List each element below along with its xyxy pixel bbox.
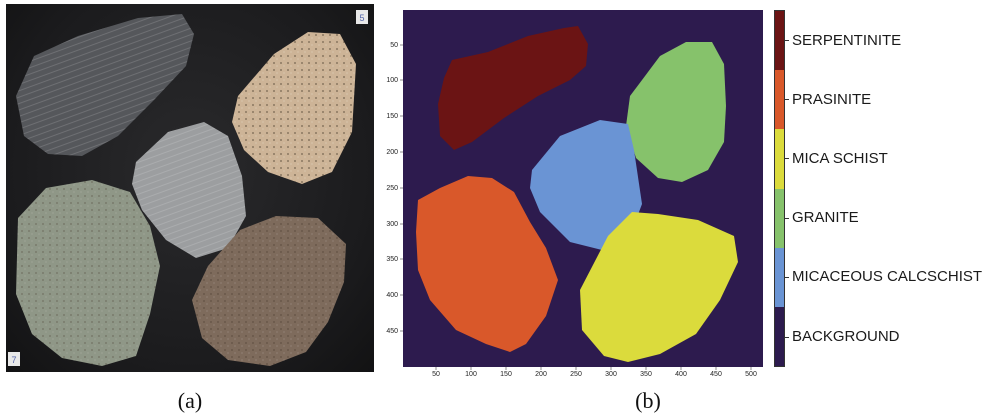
photo-corner-sticker-top — [356, 10, 368, 24]
y-tick-label: 250 — [386, 185, 398, 192]
legend-label-background: BACKGROUND — [792, 328, 900, 345]
legend-label-mica-schist: MICA SCHIST — [792, 150, 888, 167]
x-tick-label: 250 — [570, 371, 582, 378]
legend-label-prasinite: PRASINITE — [792, 91, 872, 108]
photo-corner-mark-bottom: 7 — [11, 355, 16, 365]
region-prasinite — [416, 176, 558, 352]
region-serpentinite — [438, 26, 588, 150]
colorbar-segment-prasinite — [775, 70, 784, 130]
x-tick-label: 400 — [675, 371, 687, 378]
x-tick-label: 300 — [605, 371, 617, 378]
x-tick-label: 450 — [710, 371, 722, 378]
region-mica-schist — [580, 212, 738, 362]
y-tick-label: 100 — [386, 77, 398, 84]
colorbar-segment-granite — [775, 188, 784, 248]
colorbar-segment-serpentinite — [775, 11, 784, 71]
y-tick-label: 50 — [390, 42, 398, 49]
x-tick-label: 150 — [500, 371, 512, 378]
region-granite — [626, 42, 726, 182]
x-tick-label: 350 — [640, 371, 652, 378]
y-tick-label: 350 — [386, 256, 398, 263]
x-tick-label: 50 — [432, 371, 440, 378]
photo-corner-mark-top: 5 — [359, 13, 364, 23]
x-tick-label: 200 — [535, 371, 547, 378]
caption-b: (b) — [635, 388, 661, 413]
label-map-panel: 50 100 150 200 250 300 350 400 450 50 10… — [360, 0, 780, 390]
y-tick-label: 450 — [386, 328, 398, 335]
legend-label-serpentinite: SERPENTINITE — [792, 32, 902, 49]
legend-label-micaceous-calcschist: MICACEOUS CALCSCHIST — [792, 268, 983, 285]
y-tick-label: 300 — [386, 221, 398, 228]
caption-a: (a) — [177, 388, 203, 413]
region-micaceous-calcschist — [530, 120, 642, 250]
y-tick-label: 400 — [386, 292, 398, 299]
legend-label-granite: GRANITE — [792, 209, 859, 226]
y-tick-label: 200 — [386, 149, 398, 156]
y-tick-label: 150 — [386, 113, 398, 120]
colorbar-segment-mica-schist — [775, 129, 784, 189]
colorbar-segment-background — [775, 306, 784, 367]
rock-photograph: 5 7 — [6, 4, 374, 372]
colorbar — [774, 10, 785, 367]
x-tick-label: 500 — [745, 371, 757, 378]
x-tick-label: 100 — [465, 371, 477, 378]
photo-corner-sticker-bottom — [8, 352, 20, 366]
colorbar-segment-micaceous-calcschist — [775, 247, 784, 307]
